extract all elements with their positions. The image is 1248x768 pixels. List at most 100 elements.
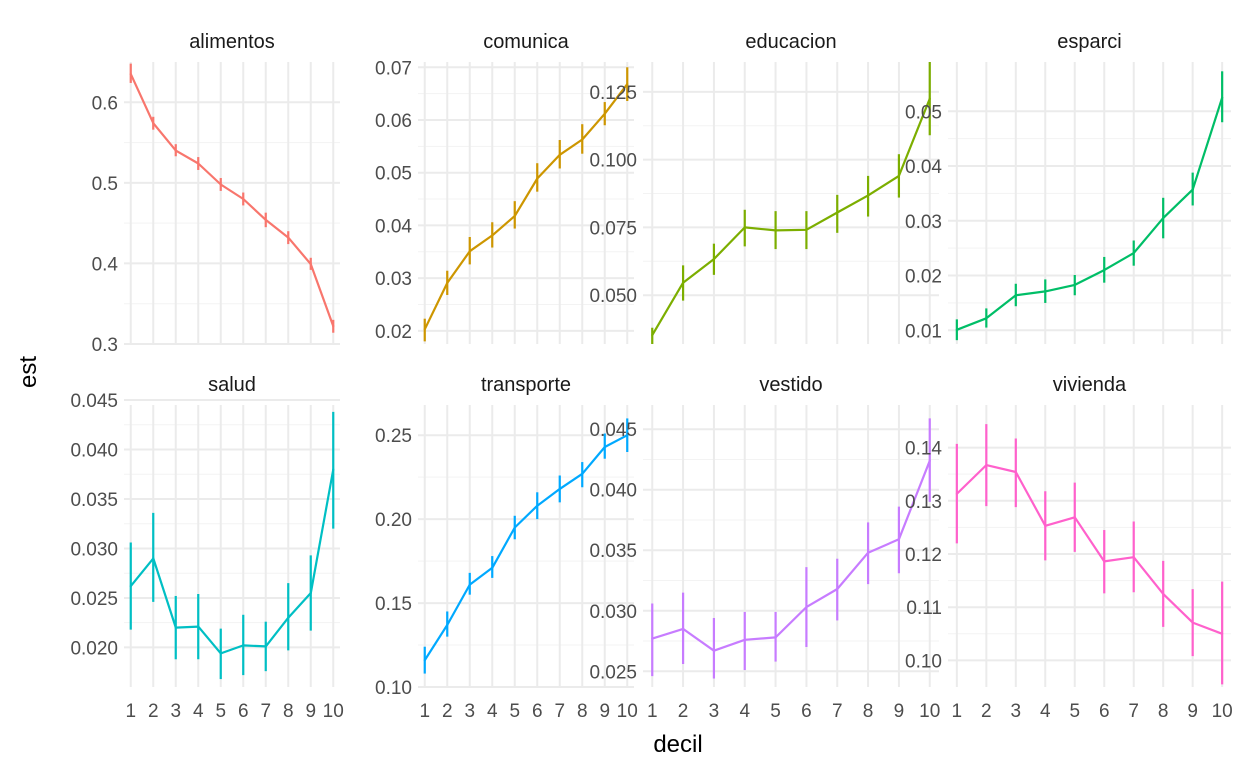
x-tick-label: 3 (709, 701, 720, 722)
data-point (805, 228, 808, 231)
panel-comunica: comunica 0.02 0.03 0.04 0.05 0.06 0.07 (375, 31, 634, 344)
x-tick-label: 3 (1011, 701, 1022, 722)
data-point (1221, 632, 1224, 635)
data-point (955, 492, 958, 495)
panel-title: esparci (1057, 31, 1121, 53)
x-tick-label: 6 (801, 701, 812, 722)
panel-title: salud (208, 374, 256, 396)
y-tick-label: 0.02 (375, 322, 412, 343)
panel-title: transporte (481, 374, 571, 396)
x-tick-label: 4 (487, 701, 498, 722)
data-point (712, 649, 716, 652)
y-tick-label: 0.03 (905, 212, 942, 233)
data-point (1103, 268, 1106, 272)
x-tick-label: 1 (419, 701, 430, 722)
y-tick-label: 0.05 (375, 164, 412, 185)
x-tick-label: 9 (1187, 701, 1198, 722)
series-line (423, 83, 629, 330)
x-tick-label: 7 (260, 701, 271, 722)
y-tick-label: 0.025 (70, 589, 118, 610)
y-axis-title: est (15, 356, 42, 388)
data-point (1132, 252, 1135, 255)
x-tick-label: 5 (215, 701, 226, 722)
x-tick-label: 10 (617, 701, 638, 722)
data-point (264, 645, 267, 648)
series-line (956, 97, 1224, 331)
data-point (309, 263, 312, 266)
panel-alimentos: alimentos 0.3 0.4 0.5 0.6 (92, 31, 340, 356)
data-point (1162, 216, 1165, 220)
data-point (1044, 524, 1047, 527)
data-point (332, 325, 335, 328)
x-tick-label: 7 (554, 701, 565, 722)
y-tick-label: 0.030 (70, 539, 118, 560)
y-tick-label: 0.20 (375, 510, 412, 531)
data-point (681, 627, 685, 631)
x-tick-label: 3 (170, 701, 181, 722)
data-point (626, 83, 629, 86)
y-tick-label: 0.6 (92, 93, 118, 114)
y-tick-label: 0.04 (905, 157, 942, 178)
y-tick-label: 0.075 (589, 218, 637, 239)
data-point (197, 625, 200, 628)
x-tick-label: 1 (125, 701, 136, 722)
x-tick-label: 4 (1040, 701, 1051, 722)
x-tick-label: 10 (1212, 701, 1233, 722)
y-tick-label: 0.05 (905, 102, 942, 123)
x-tick-label: 3 (464, 701, 475, 722)
data-point (712, 258, 716, 261)
x-tick-label: 4 (193, 701, 204, 722)
data-point (1191, 188, 1194, 191)
data-point (536, 177, 539, 180)
y-tick-label: 0.14 (905, 439, 942, 460)
y-tick-label: 0.11 (906, 598, 942, 619)
y-tick-label: 0.3 (92, 335, 118, 356)
data-point (174, 626, 177, 629)
data-point (1044, 290, 1047, 293)
data-point (985, 464, 988, 467)
series-line (651, 460, 931, 652)
data-point (468, 250, 471, 253)
y-tick-label: 0.02 (905, 267, 942, 288)
x-tick-label: 7 (832, 701, 843, 722)
data-point (1073, 283, 1076, 286)
y-tick-label: 0.050 (589, 286, 637, 307)
y-tick-label: 0.040 (589, 481, 637, 502)
panel-vestido: vestido 0.025 0.030 0.035 0.040 0.045 1 2 3 4 5 6 7 8… (589, 374, 940, 722)
panel-title: alimentos (189, 31, 275, 53)
x-axis-title: decil (653, 731, 702, 758)
data-point (287, 236, 290, 239)
y-tick-label: 0.01 (905, 321, 942, 342)
x-tick-label: 8 (863, 701, 874, 722)
data-point (836, 211, 839, 214)
data-point (129, 72, 132, 76)
panel-title: vivienda (1053, 374, 1127, 396)
data-point (152, 122, 155, 125)
x-tick-label: 5 (770, 701, 781, 722)
panel-title: educacion (745, 31, 836, 53)
data-point (491, 234, 494, 237)
data-point (897, 174, 901, 177)
data-point (743, 638, 746, 641)
series-line (129, 469, 335, 655)
data-point (332, 468, 335, 471)
y-tick-label: 0.04 (375, 216, 412, 237)
data-point (743, 226, 746, 229)
y-tick-label: 0.13 (905, 492, 942, 513)
data-point (446, 623, 449, 626)
data-point (558, 153, 561, 156)
data-point (774, 229, 777, 232)
data-point (1221, 96, 1224, 99)
panel-vivienda: vivienda 0.10 0.11 0.12 0.13 0.14 1 2 3 4 5 6 7 8 9 10 (905, 374, 1233, 722)
panel-esparci: esparci 0.01 0.02 0.03 0.04 0.05 (905, 31, 1231, 344)
data-point (651, 637, 654, 640)
x-tick-label: 9 (894, 701, 905, 722)
y-tick-label: 0.10 (905, 651, 942, 672)
x-tick-label: 2 (148, 701, 159, 722)
y-tick-label: 0.12 (905, 545, 942, 566)
y-tick-label: 0.040 (70, 441, 118, 462)
x-tick-label: 10 (323, 701, 344, 722)
data-point (581, 138, 584, 141)
data-point (897, 538, 901, 541)
x-tick-label: 2 (442, 701, 453, 722)
